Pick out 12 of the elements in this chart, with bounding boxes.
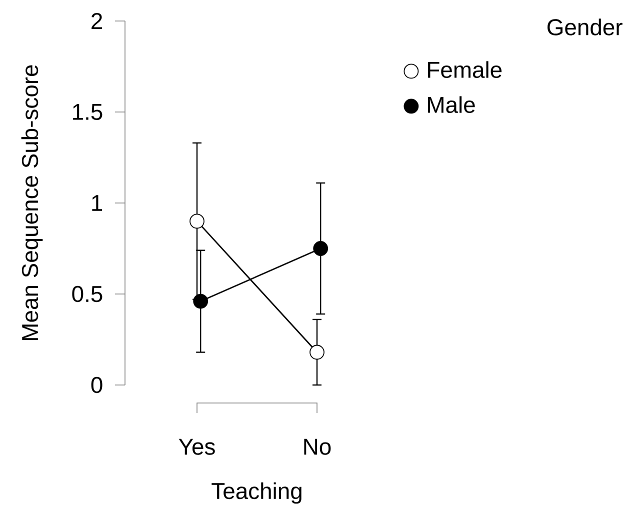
y-tick-label: 1.5 <box>73 104 102 120</box>
y-tick-label: 0 <box>91 376 102 394</box>
x-tick-label: No <box>304 438 331 455</box>
y-tick-label: 2 <box>92 13 102 29</box>
legend-label: Male <box>428 96 475 114</box>
x-axis-title: Teaching <box>212 482 302 504</box>
y-tick-label: 0.5 <box>72 286 102 302</box>
legend-label: Female <box>428 61 502 78</box>
legend-title: Gender <box>548 18 622 36</box>
y-axis-title: Mean Sequence Sub-score <box>21 65 43 340</box>
x-tick-label: Yes <box>178 438 215 455</box>
y-tick-label: 1 <box>92 195 102 211</box>
